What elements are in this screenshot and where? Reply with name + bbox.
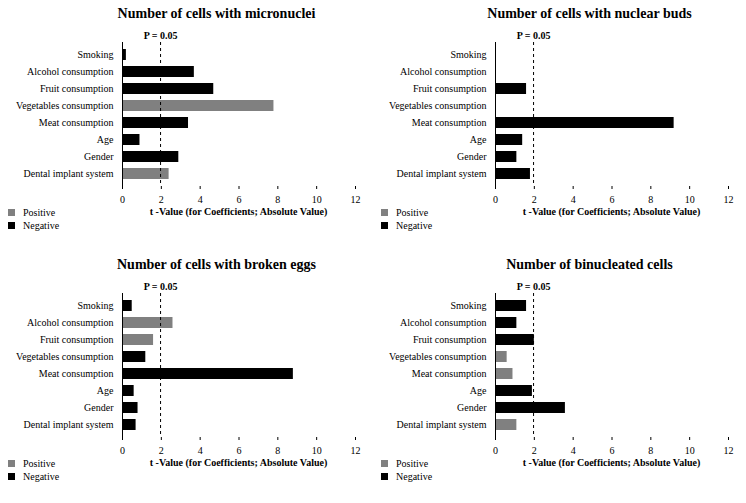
html-text:Positive: Positive: [23, 458, 56, 469]
svg-text:10: 10: [312, 445, 322, 456]
svg-text:Age: Age: [470, 385, 487, 396]
svg-text:0: 0: [493, 194, 498, 205]
svg-text:4: 4: [571, 194, 576, 205]
html-text:Positive: Positive: [396, 458, 429, 469]
svg-text:Dental implant system: Dental implant system: [24, 419, 114, 430]
svg-text:8: 8: [648, 194, 653, 205]
svg-text:2: 2: [159, 445, 164, 456]
svg-text:Gender: Gender: [457, 402, 487, 413]
svg-text:Meat consumption: Meat consumption: [412, 368, 487, 379]
html-text:Negative: Negative: [23, 471, 60, 482]
svg-text:Age: Age: [470, 134, 487, 145]
html-text:Negative: Negative: [396, 220, 433, 231]
svg-text:6: 6: [237, 445, 242, 456]
svg-text:Meat consumption: Meat consumption: [39, 117, 114, 128]
svg-text:12: 12: [351, 194, 361, 205]
svg-text:4: 4: [571, 445, 576, 456]
svg-text:Alcohol consumption: Alcohol consumption: [400, 66, 486, 77]
svg-text:2: 2: [159, 194, 164, 205]
svg-text:10: 10: [312, 194, 322, 205]
svg-text:Smoking: Smoking: [77, 49, 113, 60]
svg-text:10: 10: [685, 445, 695, 456]
html-text:Negative: Negative: [396, 471, 433, 482]
svg-text:Vegetables consumption: Vegetables consumption: [16, 100, 113, 111]
svg-text:12: 12: [724, 445, 734, 456]
svg-text:Alcohol consumption: Alcohol consumption: [27, 66, 113, 77]
svg-text:Smoking: Smoking: [450, 49, 486, 60]
html-text:Number of cells with nuclear b: Number of cells with nuclear buds: [487, 6, 692, 21]
svg-text:0: 0: [120, 445, 125, 456]
html-text:Number of cells with micronucl: Number of cells with micronuclei: [117, 6, 316, 21]
svg-text:P = 0.05: P = 0.05: [517, 281, 551, 292]
svg-text:12: 12: [351, 445, 361, 456]
html-text:Negative: Negative: [23, 220, 60, 231]
html-text:t -Value (for Coefficients; Ab: t -Value (for Coefficients; Absolute Val…: [149, 457, 328, 468]
svg-text:Smoking: Smoking: [450, 300, 486, 311]
svg-text:Fruit consumption: Fruit consumption: [413, 334, 487, 345]
svg-text:Dental implant system: Dental implant system: [397, 168, 487, 179]
svg-text:Meat consumption: Meat consumption: [412, 117, 487, 128]
svg-text:6: 6: [237, 194, 242, 205]
svg-text:Vegetables consumption: Vegetables consumption: [389, 100, 486, 111]
svg-text:0: 0: [120, 194, 125, 205]
svg-text:6: 6: [610, 194, 615, 205]
svg-text:P = 0.05: P = 0.05: [144, 30, 178, 41]
html-text:t -Value (for Coefficients; Ab: t -Value (for Coefficients; Absolute Val…: [149, 206, 328, 217]
html-text:Positive: Positive: [23, 207, 56, 218]
svg-text:Smoking: Smoking: [77, 300, 113, 311]
svg-text:Dental implant system: Dental implant system: [397, 419, 487, 430]
html-text:t -Value (for Coefficients; Ab: t -Value (for Coefficients; Absolute Val…: [522, 206, 701, 217]
svg-text:Dental implant system: Dental implant system: [24, 168, 114, 179]
svg-text:Age: Age: [97, 385, 114, 396]
svg-text:P = 0.05: P = 0.05: [517, 30, 551, 41]
svg-text:Fruit consumption: Fruit consumption: [413, 83, 487, 94]
svg-text:2: 2: [532, 194, 537, 205]
svg-text:12: 12: [724, 194, 734, 205]
html-text:Number of binucleated cells: Number of binucleated cells: [506, 257, 673, 272]
svg-text:2: 2: [532, 445, 537, 456]
svg-text:Meat consumption: Meat consumption: [39, 368, 114, 379]
svg-text:Alcohol consumption: Alcohol consumption: [400, 317, 486, 328]
svg-text:Gender: Gender: [84, 402, 114, 413]
svg-text:10: 10: [685, 194, 695, 205]
svg-text:Vegetables consumption: Vegetables consumption: [389, 351, 486, 362]
svg-text:8: 8: [275, 194, 280, 205]
html-text:Number of cells with broken eg: Number of cells with broken eggs: [117, 257, 316, 272]
svg-text:8: 8: [648, 445, 653, 456]
svg-text:Fruit consumption: Fruit consumption: [40, 334, 114, 345]
svg-text:Alcohol consumption: Alcohol consumption: [27, 317, 113, 328]
html-text:t -Value (for Coefficients; Ab: t -Value (for Coefficients; Absolute Val…: [522, 457, 701, 468]
svg-text:Fruit consumption: Fruit consumption: [40, 83, 114, 94]
svg-text:8: 8: [275, 445, 280, 456]
svg-text:Gender: Gender: [457, 151, 487, 162]
svg-text:4: 4: [198, 445, 203, 456]
svg-text:4: 4: [198, 194, 203, 205]
svg-text:Vegetables consumption: Vegetables consumption: [16, 351, 113, 362]
svg-text:P = 0.05: P = 0.05: [144, 281, 178, 292]
svg-text:0: 0: [493, 445, 498, 456]
svg-text:6: 6: [610, 445, 615, 456]
html-text:Positive: Positive: [396, 207, 429, 218]
svg-text:Age: Age: [97, 134, 114, 145]
svg-text:Gender: Gender: [84, 151, 114, 162]
